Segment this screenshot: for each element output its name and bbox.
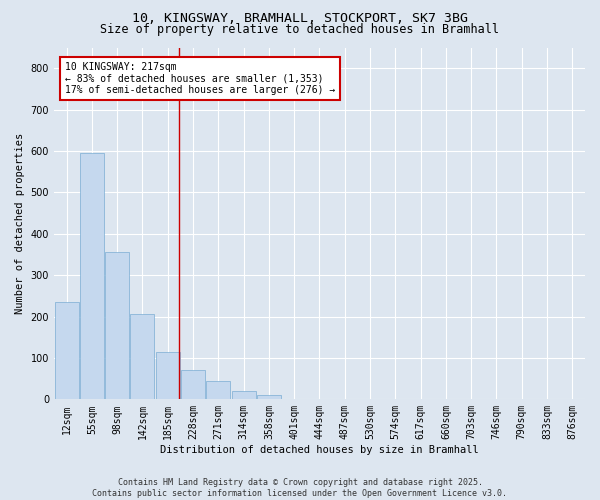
Bar (105, 252, 129, 400)
Bar (80, 153, 104, 400)
Text: Contains HM Land Registry data © Crown copyright and database right 2025.
Contai: Contains HM Land Registry data © Crown c… (92, 478, 508, 498)
Bar (257, 395, 281, 400)
Bar (181, 370, 205, 400)
X-axis label: Distribution of detached houses by size in Bramhall: Distribution of detached houses by size … (160, 445, 479, 455)
Bar (232, 391, 256, 400)
Text: Size of property relative to detached houses in Bramhall: Size of property relative to detached ho… (101, 22, 499, 36)
Bar (55, 302, 79, 400)
Y-axis label: Number of detached properties: Number of detached properties (15, 133, 25, 314)
Bar (130, 314, 154, 400)
Bar (206, 380, 230, 400)
Text: 10 KINGSWAY: 217sqm
← 83% of detached houses are smaller (1,353)
17% of semi-det: 10 KINGSWAY: 217sqm ← 83% of detached ho… (65, 62, 335, 95)
Bar (156, 352, 180, 400)
Text: 10, KINGSWAY, BRAMHALL, STOCKPORT, SK7 3BG: 10, KINGSWAY, BRAMHALL, STOCKPORT, SK7 3… (132, 12, 468, 26)
Bar (282, 398, 306, 400)
